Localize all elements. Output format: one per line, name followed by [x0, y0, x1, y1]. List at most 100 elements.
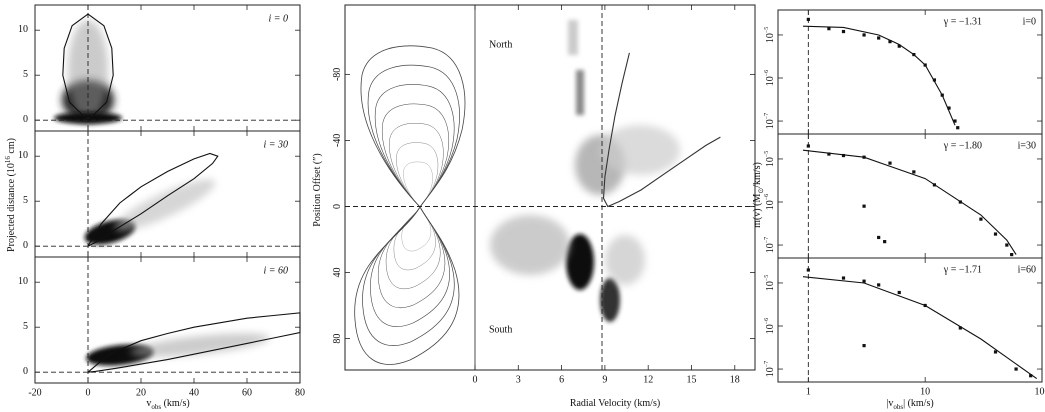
panel-frame: [777, 257, 1043, 383]
point: [947, 106, 951, 110]
curve: [87, 152, 219, 247]
tick-exponent: −7: [764, 361, 770, 367]
annotation: γ = −1.71: [943, 264, 982, 275]
contour: [354, 206, 460, 365]
x-tick-label: 20: [136, 387, 146, 398]
tick-base: 10: [765, 200, 776, 210]
label-part: |v: [886, 398, 893, 409]
x-tick-label: 0: [86, 387, 91, 398]
point: [806, 268, 810, 272]
tick-exponent: −5: [764, 151, 770, 157]
annotation: North: [489, 39, 512, 50]
label-part: Position Offset (″): [312, 153, 323, 226]
density: [566, 234, 594, 290]
y-tick-label: 0: [332, 204, 343, 209]
y-tick-label: 10−6: [764, 70, 776, 86]
tick-exponent: −6: [764, 70, 770, 76]
label-part: | (km/s): [903, 398, 934, 409]
axis-label: Position Offset (″): [312, 153, 323, 226]
tick-exponent: −5: [764, 275, 770, 281]
point: [932, 78, 937, 82]
annotation: γ = −1.31: [943, 16, 982, 27]
tick-exponent: −5: [764, 27, 770, 33]
point: [841, 153, 846, 158]
point: [1029, 374, 1033, 378]
axis-label: Projected distance (1016​ cm): [4, 138, 18, 252]
x-tick-label: 12: [643, 374, 653, 385]
point: [888, 161, 892, 165]
contour: [367, 64, 460, 208]
y-tick-label: 10−6: [764, 194, 776, 210]
contour: [403, 161, 433, 208]
curve: [87, 312, 301, 373]
point: [877, 36, 881, 40]
point: [958, 326, 962, 330]
tick-text: 0: [23, 114, 28, 125]
density-images: [54, 20, 680, 366]
axis-label: vobs​ (km/s): [146, 398, 189, 410]
annotation: South: [489, 324, 512, 335]
contour: [374, 84, 455, 208]
point: [956, 126, 960, 130]
panel-frame: [777, 133, 1043, 259]
y-tick-label: 10−7: [764, 113, 776, 129]
tick-text: 80: [332, 334, 343, 344]
tick-text: 5: [23, 69, 28, 80]
label-part: cm): [6, 138, 17, 156]
point: [897, 44, 901, 48]
label-part: Radial Velocity (km/s): [570, 398, 660, 409]
y-tick-label: 5: [23, 69, 28, 80]
tick-base: 10: [765, 157, 776, 167]
contour: [389, 123, 444, 208]
point: [877, 283, 881, 287]
contours: [354, 45, 466, 365]
tick-text: 10: [18, 276, 28, 287]
point: [841, 276, 846, 280]
tick-base: 10: [765, 76, 776, 86]
point: [953, 119, 957, 123]
density: [130, 333, 270, 357]
y-tick-label: 5: [23, 321, 28, 332]
tick-exponent: −7: [764, 113, 770, 119]
density: [605, 235, 645, 285]
tick-exponent: −6: [764, 194, 770, 200]
x-tick-label: 1: [806, 386, 811, 397]
tick-text: -80: [332, 68, 343, 81]
density: [600, 125, 680, 175]
point: [862, 33, 866, 37]
point: [1010, 252, 1014, 257]
y-tick-label: 0: [23, 366, 28, 377]
y-tick-label: 10−5: [764, 27, 776, 43]
point: [877, 235, 881, 240]
label-sub: ⊙: [757, 188, 765, 194]
x-tick-label: -20: [28, 387, 41, 398]
x-tick-label: 6: [559, 374, 564, 385]
y-tick-label: -40: [332, 134, 343, 147]
x-tick-label: 60: [242, 387, 252, 398]
x-tick-label: 100: [1035, 386, 1045, 397]
tick-text: 0: [23, 240, 28, 251]
label-sup: 16: [4, 156, 12, 164]
tick-base: 10: [765, 33, 776, 43]
y-tick-label: 80: [332, 334, 343, 344]
y-tick-label: 10: [18, 276, 28, 287]
tick-text: 10: [18, 150, 28, 161]
y-tick-label: 0: [23, 240, 28, 251]
label-sub: obs: [893, 403, 903, 411]
curve: [802, 149, 1017, 255]
y-tick-label: 10−6: [764, 318, 776, 334]
density: [568, 20, 578, 55]
point: [1014, 367, 1018, 371]
axis-label: m(v) (M⊙​/km/s): [752, 162, 764, 228]
point: [806, 17, 810, 21]
label-part: (km/s): [161, 398, 190, 409]
y-tick-label: -80: [332, 68, 343, 81]
y-tick-label: 0: [23, 114, 28, 125]
axis-label: Radial Velocity (km/s): [570, 398, 660, 409]
tick-base: 10: [765, 281, 776, 291]
label-part: m(v) (M: [752, 194, 763, 228]
label-part: Projected distance (10: [6, 163, 17, 252]
annotation: i=0: [1023, 16, 1036, 27]
y-tick-label: 10−5: [764, 275, 776, 291]
